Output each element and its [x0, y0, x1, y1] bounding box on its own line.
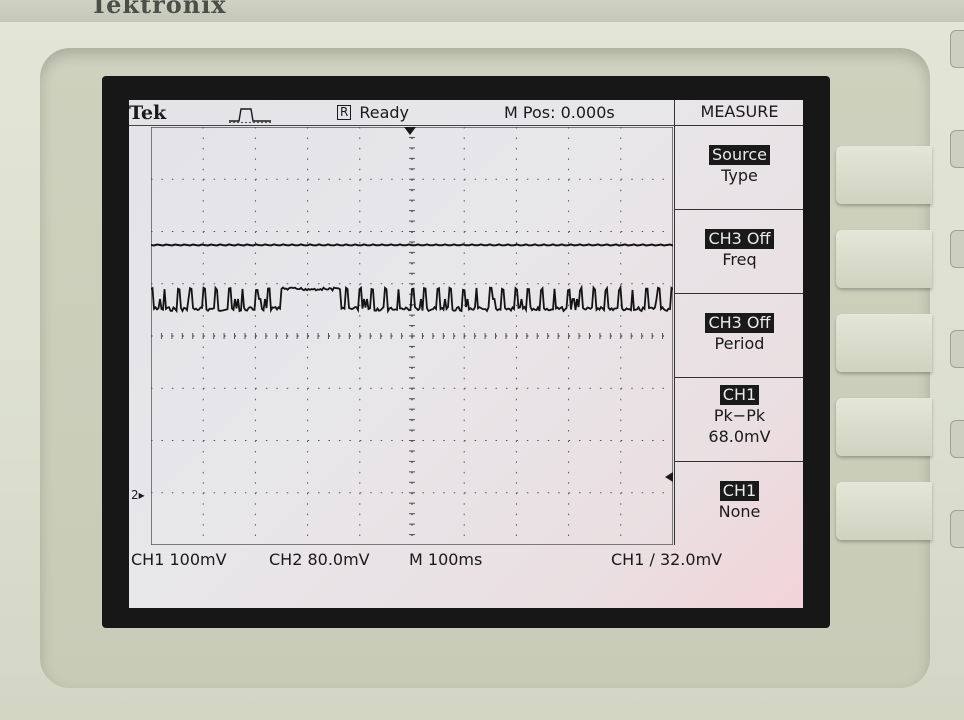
- graticule: [151, 127, 673, 545]
- edge-button-3[interactable]: [950, 230, 964, 268]
- menu-item-source-type[interactable]: Source Type: [675, 125, 803, 209]
- menu-item-period[interactable]: CH3 Off Period: [675, 293, 803, 377]
- menu-item-freq[interactable]: CH3 Off Freq: [675, 209, 803, 293]
- timebase: M 100ms: [409, 550, 483, 569]
- menu-item-none[interactable]: CH1 None: [675, 461, 803, 545]
- menu-item-highlight: CH3 Off: [705, 313, 774, 333]
- acquisition-status: R Ready: [337, 103, 409, 122]
- edge-button-6[interactable]: [950, 510, 964, 548]
- status-bar: CH1 100mV CH2 80.0mV M 100ms CH1 ∕ 32.0m…: [129, 548, 803, 572]
- menu-key-5[interactable]: [836, 482, 932, 540]
- menu-item-label: Freq: [722, 250, 757, 269]
- menu-key-1[interactable]: [836, 146, 932, 204]
- status-box: R: [337, 105, 352, 120]
- edge-button-2[interactable]: [950, 130, 964, 168]
- trigger-level-marker: [665, 472, 673, 482]
- horizontal-position: M Pos: 0.000s: [504, 103, 615, 122]
- menu-item-label: Type: [721, 166, 758, 185]
- header-divider: [129, 125, 803, 126]
- trigger-readout: CH1 ∕ 32.0mV: [611, 550, 723, 569]
- brand-logo: Tektronix: [90, 0, 227, 19]
- measure-menu: MEASURE Source Type CH3 Off Freq CH3 Off…: [674, 100, 803, 545]
- edge-button-4[interactable]: [950, 330, 964, 368]
- ch2-ground-marker: 2▸: [131, 488, 145, 502]
- ch1-scale: CH1 100mV: [131, 550, 227, 569]
- menu-key-3[interactable]: [836, 314, 932, 372]
- trace-ch2: [151, 284, 673, 314]
- trigger-position-marker: [404, 127, 416, 135]
- tek-logo: Tek: [129, 102, 167, 124]
- lcd-display: Tek R Ready M Pos: 0.000s 2▸ MEASURE Sour…: [129, 100, 803, 608]
- edge-button-5[interactable]: [950, 420, 964, 458]
- trace-ch1: [151, 243, 673, 247]
- menu-item-highlight: CH1: [719, 385, 760, 405]
- ch2-scale: CH2 80.0mV: [269, 550, 370, 569]
- menu-title: MEASURE: [700, 102, 779, 121]
- measurement-value: 68.0mV: [708, 427, 771, 446]
- edge-button-1[interactable]: [950, 30, 964, 68]
- menu-item-highlight: Source: [709, 145, 770, 165]
- menu-key-4[interactable]: [836, 398, 932, 456]
- menu-item-label: Period: [714, 334, 765, 353]
- menu-key-2[interactable]: [836, 230, 932, 288]
- oscilloscope-top-edge: Tektronix: [0, 0, 964, 24]
- menu-item-label: Pk−Pk: [713, 406, 766, 425]
- menu-item-highlight: CH1: [719, 481, 760, 501]
- status-text: Ready: [359, 103, 410, 122]
- menu-item-highlight: CH3 Off: [705, 229, 774, 249]
- menu-item-pk-pk[interactable]: CH1 Pk−Pk 68.0mV: [675, 377, 803, 461]
- pulse-icon: [229, 108, 271, 123]
- grid-lines: [151, 127, 673, 545]
- menu-item-label: None: [718, 502, 761, 521]
